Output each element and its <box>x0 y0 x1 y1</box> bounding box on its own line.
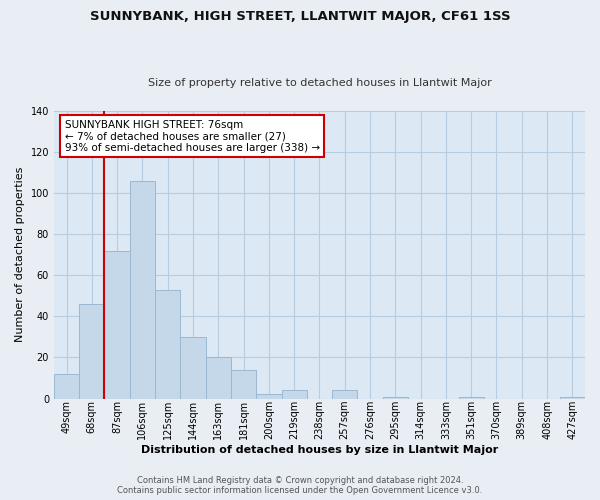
Title: Size of property relative to detached houses in Llantwit Major: Size of property relative to detached ho… <box>148 78 491 88</box>
Bar <box>458 396 484 398</box>
Bar <box>181 337 206 398</box>
Bar <box>104 250 130 398</box>
Text: Contains HM Land Registry data © Crown copyright and database right 2024.
Contai: Contains HM Land Registry data © Crown c… <box>118 476 482 495</box>
Text: SUNNYBANK HIGH STREET: 76sqm
← 7% of detached houses are smaller (27)
93% of sem: SUNNYBANK HIGH STREET: 76sqm ← 7% of det… <box>65 120 320 153</box>
Bar <box>130 181 155 398</box>
Bar <box>206 358 231 399</box>
Bar <box>155 290 181 399</box>
Y-axis label: Number of detached properties: Number of detached properties <box>15 167 25 342</box>
Bar <box>256 394 281 398</box>
Bar <box>383 396 408 398</box>
Bar <box>560 396 585 398</box>
Bar <box>79 304 104 398</box>
Bar <box>281 390 307 398</box>
Bar <box>332 390 358 398</box>
Bar <box>231 370 256 398</box>
X-axis label: Distribution of detached houses by size in Llantwit Major: Distribution of detached houses by size … <box>141 445 498 455</box>
Bar <box>54 374 79 398</box>
Text: SUNNYBANK, HIGH STREET, LLANTWIT MAJOR, CF61 1SS: SUNNYBANK, HIGH STREET, LLANTWIT MAJOR, … <box>89 10 511 23</box>
